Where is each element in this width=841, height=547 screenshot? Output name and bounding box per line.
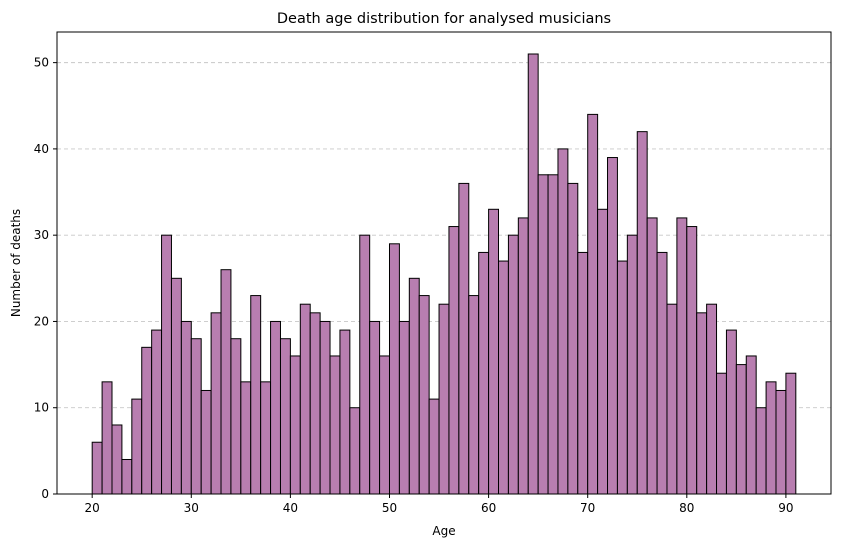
x-tick-label: 30 — [184, 501, 199, 515]
histogram-bar — [478, 251, 490, 495]
histogram-bar — [458, 182, 470, 495]
histogram-bar — [299, 303, 311, 495]
histogram-bar — [686, 226, 698, 495]
histogram-bar — [735, 364, 747, 495]
histogram-bar — [151, 329, 163, 495]
histogram-bar — [170, 277, 182, 495]
y-tick-label: 40 — [34, 142, 49, 156]
histogram-bar — [765, 381, 777, 495]
histogram-bar — [755, 407, 767, 495]
histogram-bar — [319, 320, 331, 495]
y-tick-label: 50 — [34, 56, 49, 70]
histogram-bar — [398, 320, 410, 495]
histogram-bar — [547, 174, 559, 495]
histogram-bar — [785, 372, 797, 495]
histogram-bar — [289, 355, 301, 495]
histogram-bar — [725, 329, 737, 495]
histogram-bar — [379, 355, 390, 495]
histogram-bar — [388, 243, 400, 495]
histogram-bar — [517, 217, 529, 495]
histogram-bar — [557, 148, 569, 495]
bars — [91, 53, 797, 495]
histogram-bar — [260, 381, 272, 495]
y-tick-label: 30 — [34, 228, 49, 242]
histogram-bar — [745, 355, 757, 495]
y-axis-label: Number of deaths — [9, 209, 23, 317]
histogram-bar — [131, 398, 143, 495]
histogram-bar — [468, 295, 480, 495]
histogram-bar — [349, 407, 361, 495]
histogram-bar — [91, 441, 103, 495]
histogram-bar — [488, 208, 500, 495]
histogram-bar — [270, 320, 281, 495]
histogram-bar — [329, 355, 341, 495]
histogram-bar — [111, 424, 123, 495]
histogram-bar — [507, 234, 519, 495]
histogram-bar — [527, 53, 539, 495]
histogram-bar — [716, 372, 727, 495]
x-tick-label: 40 — [283, 501, 298, 515]
histogram-bar — [438, 303, 450, 495]
histogram-bar — [101, 381, 113, 495]
histogram-bar — [200, 389, 212, 495]
histogram-bar — [587, 113, 599, 495]
histogram-bar — [408, 277, 420, 495]
histogram-bar — [141, 346, 153, 495]
histogram-bar — [279, 338, 291, 495]
y-tick-label: 20 — [34, 314, 49, 328]
y-tick-label: 0 — [41, 487, 49, 501]
histogram-bar — [428, 398, 440, 495]
histogram-bar — [359, 234, 371, 495]
histogram-bar — [646, 217, 658, 495]
histogram-bar — [676, 217, 688, 495]
histogram-bar — [577, 251, 589, 495]
y-tick-label: 10 — [34, 401, 49, 415]
histogram-bar — [567, 182, 579, 495]
histogram-bar — [418, 295, 430, 495]
y-axis-ticks: 0 10 20 30 40 50 — [34, 56, 57, 501]
histogram-bar — [220, 269, 232, 495]
histogram-bar — [775, 389, 787, 495]
histogram-bar — [161, 234, 172, 495]
x-tick-label: 50 — [382, 501, 397, 515]
histogram-bar — [210, 312, 222, 495]
histogram-bar — [498, 260, 509, 495]
histogram-bar — [240, 381, 252, 495]
x-tick-label: 20 — [85, 501, 100, 515]
x-tick-label: 80 — [679, 501, 694, 515]
histogram-bar — [706, 303, 718, 495]
histogram-bar — [607, 157, 618, 495]
chart-title: Death age distribution for analysed musi… — [277, 11, 611, 27]
histogram-bar — [597, 208, 609, 495]
histogram-bar — [616, 260, 628, 495]
x-tick-label: 60 — [481, 501, 496, 515]
histogram-bar — [309, 312, 321, 495]
histogram-bar — [666, 303, 678, 495]
x-tick-label: 90 — [778, 501, 793, 515]
histogram-bar — [537, 174, 549, 495]
x-axis-label: Age — [432, 524, 455, 538]
histogram-bar — [180, 320, 192, 495]
histogram-bar — [339, 329, 351, 495]
histogram-bar — [626, 234, 638, 495]
histogram-bar — [448, 226, 460, 495]
x-axis-ticks: 20 30 40 50 60 70 80 90 — [85, 494, 794, 515]
histogram-bar — [121, 458, 133, 495]
histogram-bar — [230, 338, 242, 495]
histogram-bar — [636, 131, 648, 495]
histogram-bar — [190, 338, 202, 495]
histogram-bar — [656, 251, 668, 495]
plot-frame — [56, 31, 832, 495]
x-tick-label: 70 — [580, 501, 595, 515]
histogram-bar — [369, 320, 381, 495]
histogram-bar — [696, 312, 708, 495]
histogram-bar — [250, 295, 262, 495]
